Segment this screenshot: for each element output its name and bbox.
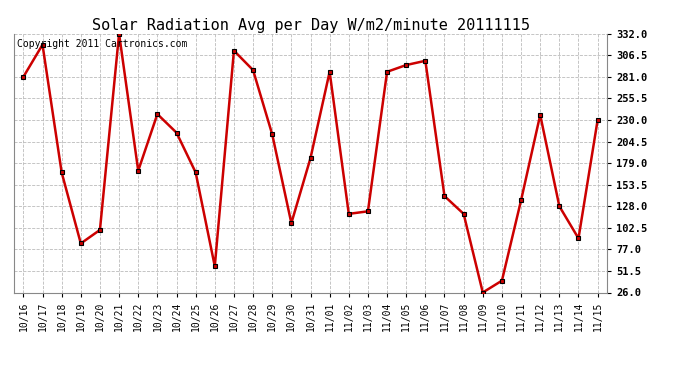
Title: Solar Radiation Avg per Day W/m2/minute 20111115: Solar Radiation Avg per Day W/m2/minute …	[92, 18, 529, 33]
Text: Copyright 2011 Cartronics.com: Copyright 2011 Cartronics.com	[17, 39, 187, 49]
